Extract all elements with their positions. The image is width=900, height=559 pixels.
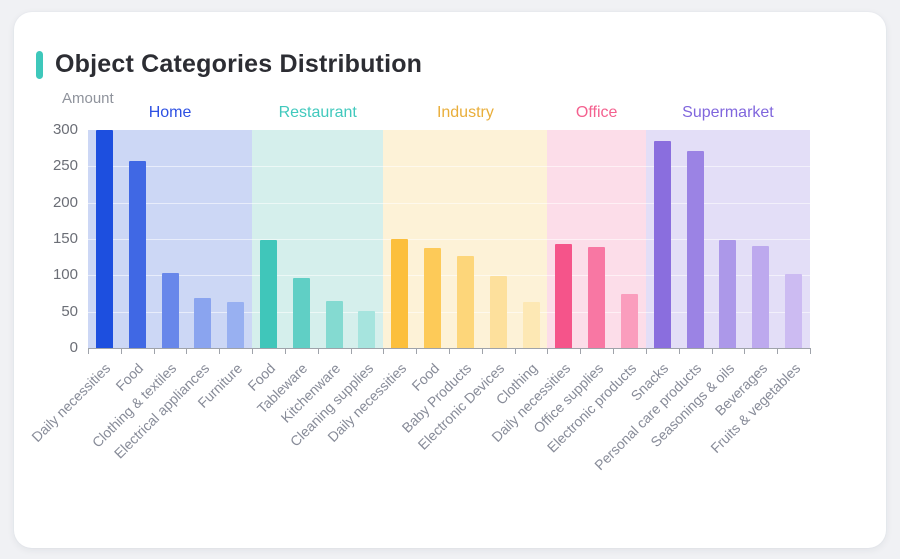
axis-tick bbox=[777, 349, 779, 354]
axis-tick bbox=[416, 349, 418, 354]
axis-tick bbox=[711, 349, 713, 354]
bar-restaurant-cleaning-supplies bbox=[358, 310, 376, 348]
bar-chart: Home Daily necessities Food Clothing & text… bbox=[29, 104, 811, 473]
group-label-office: Office bbox=[575, 104, 618, 121]
gridline bbox=[88, 311, 810, 313]
bar-office-office-supplies bbox=[588, 247, 606, 348]
bar-industry-clothing bbox=[522, 302, 540, 348]
gridline bbox=[88, 166, 810, 168]
bar-home-clothing-textiles bbox=[161, 273, 179, 348]
bar-home-food bbox=[128, 160, 146, 348]
bar-restaurant-food bbox=[260, 240, 277, 348]
y-tick-label: 200 bbox=[52, 193, 78, 211]
bar-industry-food bbox=[424, 247, 442, 348]
axis-tick bbox=[645, 349, 647, 354]
bar-home-furniture bbox=[227, 301, 245, 348]
bar-restaurant-tableware bbox=[292, 277, 310, 348]
bar-office-daily-necessities bbox=[555, 244, 573, 348]
axis-tick bbox=[613, 349, 615, 354]
axis-tick bbox=[580, 349, 582, 354]
group-label-restaurant: Restaurant bbox=[278, 104, 357, 121]
y-tick-label: 100 bbox=[52, 266, 78, 284]
bar-supermarket-fruits-vegetables bbox=[785, 273, 803, 348]
group-label-industry: Industry bbox=[436, 104, 494, 121]
axis-tick bbox=[678, 349, 680, 354]
axis-tick bbox=[350, 349, 352, 354]
bar-office-electronic-products bbox=[621, 293, 638, 348]
group-label-home: Home bbox=[148, 104, 192, 121]
bar-industry-baby-products bbox=[456, 256, 474, 348]
axis-tick bbox=[153, 349, 155, 354]
axis-tick bbox=[810, 349, 811, 354]
axis-tick bbox=[317, 349, 319, 354]
axis-tick bbox=[186, 349, 188, 354]
gridline bbox=[88, 239, 810, 240]
axis-tick bbox=[547, 349, 549, 354]
page-title: Object Categories Distribution bbox=[55, 50, 423, 78]
bar-industry-daily-necessities bbox=[391, 239, 409, 348]
y-tick-label: 0 bbox=[69, 339, 78, 356]
axis-tick bbox=[284, 349, 286, 354]
gridline bbox=[88, 275, 810, 277]
chart-header: Object Categories Distribution bbox=[36, 50, 422, 79]
axis-tick bbox=[252, 349, 254, 354]
y-tick-label: 150 bbox=[52, 230, 78, 247]
chart-card: Object Categories Distribution Amount Ho… bbox=[14, 12, 886, 548]
y-tick-label: 300 bbox=[52, 121, 78, 138]
y-tick-label: 50 bbox=[61, 302, 78, 320]
title-accent-bar bbox=[36, 50, 43, 79]
group-label-supermarket: Supermarket bbox=[682, 104, 774, 121]
axis-tick bbox=[120, 349, 122, 354]
bar-restaurant-kitchenware bbox=[325, 300, 343, 348]
axis-tick bbox=[219, 349, 221, 354]
axis-tick bbox=[481, 349, 483, 354]
bar-supermarket-snacks bbox=[653, 140, 671, 348]
x-axis-line bbox=[88, 348, 811, 349]
gridline bbox=[88, 202, 810, 204]
y-axis-title: Amount bbox=[62, 90, 114, 107]
axis-tick bbox=[383, 349, 385, 354]
axis-tick bbox=[449, 349, 450, 354]
axis-tick bbox=[514, 349, 516, 354]
bar-industry-electronic-devices bbox=[489, 276, 507, 348]
axis-tick bbox=[744, 349, 746, 354]
bar-home-daily-necessities bbox=[95, 130, 113, 348]
bar-home-electrical-appliances bbox=[194, 297, 212, 348]
bar-supermarket-seasonings-oils bbox=[719, 240, 737, 348]
bar-supermarket-beverages bbox=[752, 246, 770, 348]
axis-tick bbox=[88, 349, 89, 354]
bar-supermarket-personal-care-products bbox=[686, 151, 704, 348]
y-tick-label: 250 bbox=[52, 157, 78, 175]
